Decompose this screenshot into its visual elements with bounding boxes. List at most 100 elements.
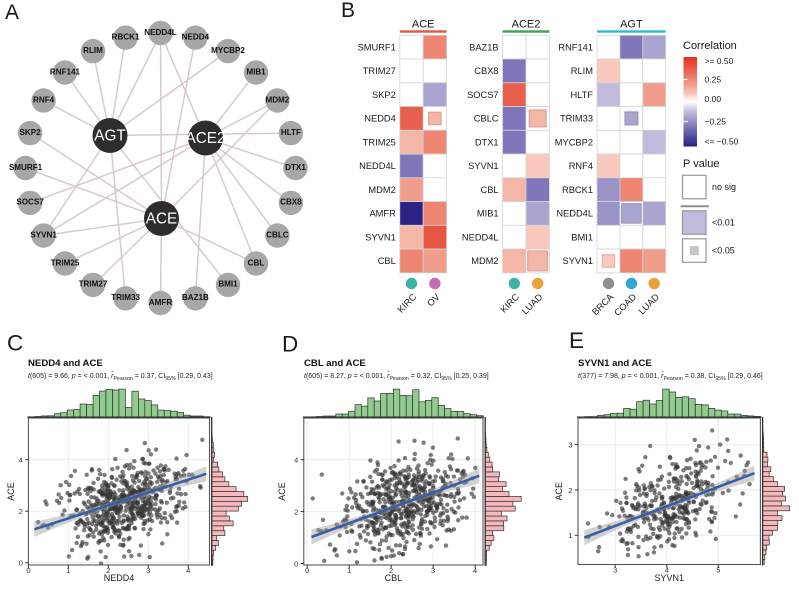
svg-text:0: 0 xyxy=(294,559,298,568)
svg-text:SMURF1: SMURF1 xyxy=(358,43,396,53)
svg-text:C: C xyxy=(7,331,23,356)
svg-text:0: 0 xyxy=(19,559,23,568)
svg-text:RNF141: RNF141 xyxy=(50,67,81,76)
svg-text:NEDD4 and ACE: NEDD4 and ACE xyxy=(28,358,103,369)
svg-text:<0.05: <0.05 xyxy=(712,246,735,256)
svg-text:MYCBP2: MYCBP2 xyxy=(211,46,245,55)
svg-text:RLIM: RLIM xyxy=(83,46,103,55)
svg-text:2: 2 xyxy=(294,507,298,516)
svg-text:RBCK1: RBCK1 xyxy=(562,185,593,195)
svg-text:NEDD4L: NEDD4L xyxy=(462,233,499,243)
svg-text:3: 3 xyxy=(431,566,435,575)
svg-text:2: 2 xyxy=(19,507,23,516)
svg-text:1: 1 xyxy=(66,566,70,575)
svg-text:3: 3 xyxy=(568,440,572,449)
svg-text:NEDD4: NEDD4 xyxy=(364,114,396,124)
svg-text:5: 5 xyxy=(716,565,720,574)
svg-text:CBX8: CBX8 xyxy=(474,66,498,76)
svg-text:SYVN1: SYVN1 xyxy=(654,573,684,583)
svg-text:0: 0 xyxy=(305,566,309,575)
svg-text:TRIM27: TRIM27 xyxy=(363,66,396,76)
svg-text:HLTF: HLTF xyxy=(281,128,301,137)
svg-text:RLIM: RLIM xyxy=(571,66,593,76)
svg-text:ACE2: ACE2 xyxy=(512,19,541,31)
svg-text:DTX1: DTX1 xyxy=(475,138,499,148)
svg-text:D: D xyxy=(282,332,298,357)
svg-text:CBL: CBL xyxy=(481,185,499,195)
svg-text:t(377) = 7.98, p = < 0.001, r̂: t(377) = 7.98, p = < 0.001, r̂Pearson = … xyxy=(578,372,763,382)
svg-text:CBL and ACE: CBL and ACE xyxy=(304,358,366,369)
svg-text:NEDD4: NEDD4 xyxy=(182,32,210,41)
svg-text:A: A xyxy=(5,1,19,24)
svg-text:0: 0 xyxy=(26,566,30,575)
svg-text:0.00: 0.00 xyxy=(705,94,722,104)
svg-text:CBL: CBL xyxy=(385,573,403,583)
svg-text:MDM2: MDM2 xyxy=(265,95,289,104)
svg-text:SKP2: SKP2 xyxy=(372,90,396,100)
svg-text:RNF4: RNF4 xyxy=(33,95,55,104)
svg-text:RNF4: RNF4 xyxy=(569,161,593,171)
svg-text:ACE: ACE xyxy=(412,19,435,31)
svg-text:CBX8: CBX8 xyxy=(280,198,302,207)
svg-text:MDM2: MDM2 xyxy=(368,185,395,195)
svg-text:3: 3 xyxy=(613,565,617,574)
svg-text:AGT: AGT xyxy=(94,128,125,145)
svg-text:AMFR: AMFR xyxy=(149,298,173,307)
svg-text:1: 1 xyxy=(568,531,572,540)
svg-text:2: 2 xyxy=(568,486,572,495)
svg-text:CBLC: CBLC xyxy=(474,114,499,124)
svg-text:ACE: ACE xyxy=(6,482,16,501)
svg-text:4: 4 xyxy=(294,456,298,465)
svg-text:<0.01: <0.01 xyxy=(712,218,735,228)
svg-text:BAZ1B: BAZ1B xyxy=(182,293,209,302)
svg-text:CBLC: CBLC xyxy=(266,230,289,239)
svg-text:SYVN1: SYVN1 xyxy=(563,256,594,266)
svg-text:SOCS7: SOCS7 xyxy=(16,198,44,207)
svg-text:4: 4 xyxy=(473,566,477,575)
svg-text:2: 2 xyxy=(106,566,110,575)
svg-text:B: B xyxy=(341,0,355,22)
svg-text:ACE2: ACE2 xyxy=(186,130,226,147)
svg-text:3: 3 xyxy=(146,566,150,575)
svg-text:ACE: ACE xyxy=(277,482,287,501)
svg-text:AMFR: AMFR xyxy=(369,209,396,219)
svg-text:MDM2: MDM2 xyxy=(471,256,498,266)
svg-text:SYVN1 and ACE: SYVN1 and ACE xyxy=(578,358,652,369)
svg-text:TRIM25: TRIM25 xyxy=(51,258,80,267)
svg-text:no sig: no sig xyxy=(712,182,736,192)
svg-text:TRIM33: TRIM33 xyxy=(560,114,593,124)
svg-text:AGT: AGT xyxy=(620,19,643,31)
svg-text:MYCBP2: MYCBP2 xyxy=(555,138,593,148)
svg-text:BAZ1B: BAZ1B xyxy=(469,43,498,53)
svg-text:RNF141: RNF141 xyxy=(558,43,593,53)
svg-text:TRIM27: TRIM27 xyxy=(79,280,108,289)
svg-text:1: 1 xyxy=(347,566,351,575)
svg-text:BMI1: BMI1 xyxy=(571,233,593,243)
svg-text:E: E xyxy=(569,328,584,353)
svg-text:4: 4 xyxy=(19,456,23,465)
svg-text:SYVN1: SYVN1 xyxy=(365,233,396,243)
svg-text:TRIM33: TRIM33 xyxy=(111,293,140,302)
svg-text:t(605) = 9.66, p = < 0.001, r̂: t(605) = 9.66, p = < 0.001, r̂Pearson = … xyxy=(28,372,213,382)
svg-text:BMI1: BMI1 xyxy=(218,280,238,289)
svg-text:MIB1: MIB1 xyxy=(246,67,266,76)
svg-text:RBCK1: RBCK1 xyxy=(112,32,140,41)
svg-text:TRIM25: TRIM25 xyxy=(363,138,396,148)
svg-text:SYVN1: SYVN1 xyxy=(468,161,499,171)
svg-text:Correlation: Correlation xyxy=(683,40,737,52)
svg-text:NEDD4L: NEDD4L xyxy=(359,161,396,171)
svg-text:ACE: ACE xyxy=(146,211,177,228)
svg-text:<= −0.50: <= −0.50 xyxy=(705,137,739,147)
svg-text:HLTF: HLTF xyxy=(570,90,593,100)
svg-text:DTX1: DTX1 xyxy=(285,163,306,172)
svg-text:NEDD4: NEDD4 xyxy=(104,573,135,583)
svg-text:SKP2: SKP2 xyxy=(20,128,42,137)
svg-text:4: 4 xyxy=(665,565,669,574)
svg-text:>= 0.50: >= 0.50 xyxy=(705,56,734,66)
svg-text:CBL: CBL xyxy=(248,258,265,267)
svg-text:SYVN1: SYVN1 xyxy=(30,230,57,239)
svg-text:SOCS7: SOCS7 xyxy=(467,90,499,100)
svg-text:NEDD4L: NEDD4L xyxy=(556,209,593,219)
svg-text:0.25: 0.25 xyxy=(705,75,722,85)
svg-text:−0.25: −0.25 xyxy=(705,117,727,127)
